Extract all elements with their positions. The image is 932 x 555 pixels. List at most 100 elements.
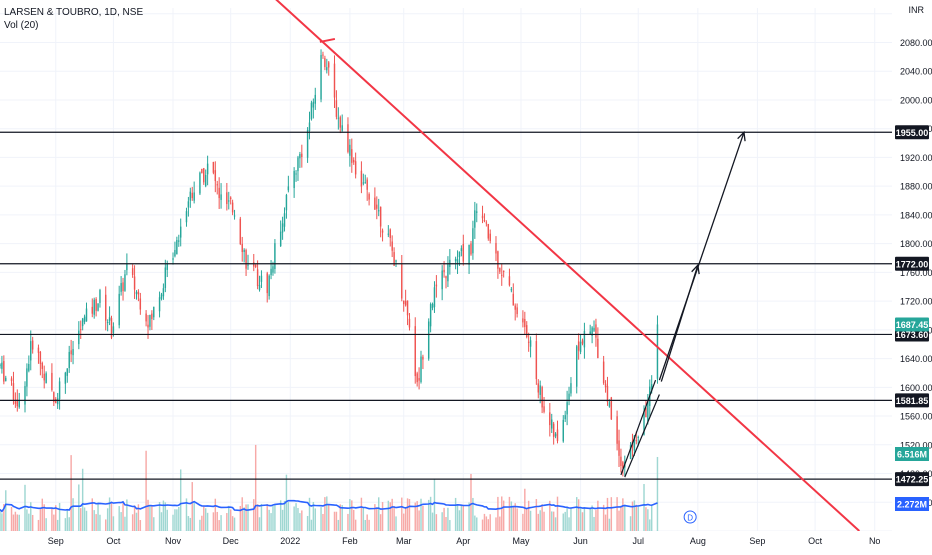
candle-body (124, 274, 126, 291)
candle-body (362, 182, 365, 184)
candle-body (622, 462, 624, 469)
candle-body (337, 117, 340, 119)
volume-bar (364, 519, 366, 531)
volume-bar (454, 497, 457, 531)
candle-body (408, 318, 411, 328)
volume-bar (522, 513, 524, 531)
volume-bar (543, 511, 545, 531)
volume-bar (254, 444, 257, 531)
candle-body (447, 263, 449, 282)
volume-bar (360, 497, 363, 531)
time-tick-label: 2022 (280, 536, 300, 546)
volume-bar (160, 512, 163, 531)
volume-bar (193, 502, 195, 531)
candle-body (381, 230, 384, 233)
candle-body (39, 351, 42, 364)
channel-line[interactable] (624, 394, 660, 478)
time-tick-label: Nov (165, 536, 182, 546)
volume-bar (306, 515, 309, 531)
time-tick-label: Mar (396, 536, 412, 546)
candle-body (333, 63, 336, 98)
candle-body (201, 168, 203, 174)
candle-body (204, 174, 207, 187)
time-axis[interactable] (0, 531, 932, 550)
volume-bar (312, 502, 315, 531)
candle-body (406, 300, 409, 316)
volume-bar (458, 510, 461, 531)
candle-body (549, 412, 551, 426)
volume-bar (187, 516, 190, 531)
volume-bar (431, 512, 434, 531)
candle-body (149, 314, 151, 327)
volume-bar (401, 497, 403, 531)
volume-bar (468, 502, 470, 531)
volume-bar (389, 502, 391, 531)
volume-bar (624, 504, 626, 531)
candle-body (566, 402, 568, 415)
candle-body (322, 54, 324, 56)
candle-body (85, 308, 88, 322)
candle-body (379, 206, 382, 227)
descending-trendline[interactable] (267, 0, 860, 532)
candle-body (416, 373, 418, 383)
candle-body (589, 331, 591, 335)
volume-bar (287, 502, 290, 531)
price-tick-label: 1880.00 (900, 182, 932, 192)
volume-bar (97, 502, 99, 531)
volume-bar (185, 498, 188, 531)
trendline-handle[interactable] (319, 37, 336, 43)
volume-bar (362, 506, 365, 531)
candle-body (629, 445, 632, 460)
level-price-badge-bg (895, 125, 929, 140)
volume-bar (308, 497, 311, 531)
time-tick-label: Sep (48, 536, 64, 546)
candle-body (593, 327, 595, 331)
candle-body (112, 326, 115, 333)
volume-bar (266, 504, 268, 531)
volume-bar (55, 505, 57, 531)
volume-bar (564, 511, 566, 531)
volume-bar (10, 506, 13, 531)
candle-body (0, 364, 1, 366)
volume-bar (535, 499, 538, 531)
candle-body (468, 244, 470, 265)
dividend-marker[interactable] (683, 510, 697, 524)
candle-body (158, 297, 161, 312)
channel-line[interactable] (620, 379, 657, 476)
volume-bar (495, 517, 497, 531)
candle-body (656, 324, 659, 379)
price-tick-label: 1760.00 (900, 268, 932, 278)
volume-bar (387, 500, 390, 531)
candle-body (635, 440, 638, 442)
volume-bar (26, 509, 28, 531)
candle-body (56, 398, 59, 405)
volume-bar (14, 511, 17, 531)
volume-bar (341, 505, 343, 531)
candle-body (37, 347, 40, 353)
volume-bar (406, 498, 409, 531)
volume-bar (301, 510, 303, 531)
candle-body (80, 329, 82, 331)
volume-bar (445, 517, 447, 531)
candle-body (206, 163, 209, 175)
candle-body (456, 259, 459, 263)
volume-bar (427, 499, 430, 531)
volume-bar (12, 514, 15, 531)
volume-bar (131, 514, 134, 531)
projection-arrow[interactable] (658, 132, 745, 381)
volume-bar (526, 509, 528, 531)
candle-body (583, 330, 586, 348)
volume-bar (449, 520, 451, 531)
volume-bar (456, 505, 459, 531)
volume-bar (18, 514, 20, 531)
price-tick-label: 1560.00 (900, 412, 932, 422)
volume-bar (70, 455, 72, 531)
candle-body (228, 200, 230, 202)
candle-body (445, 276, 447, 279)
volume-bar (635, 504, 638, 531)
candle-body (377, 210, 380, 212)
volume-bar (462, 504, 465, 531)
candle-body (393, 252, 395, 266)
